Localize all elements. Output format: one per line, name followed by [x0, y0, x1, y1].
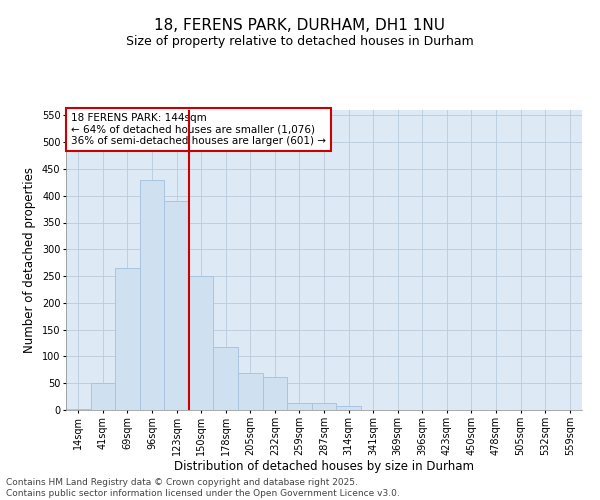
Text: 18 FERENS PARK: 144sqm
← 64% of detached houses are smaller (1,076)
36% of semi-: 18 FERENS PARK: 144sqm ← 64% of detached…	[71, 113, 326, 146]
Bar	[164, 201, 189, 410]
Bar	[66, 409, 91, 410]
Bar	[214, 347, 238, 410]
Bar	[263, 377, 287, 410]
Bar	[140, 180, 164, 410]
Bar	[312, 402, 336, 410]
Bar	[238, 372, 263, 410]
Bar	[336, 406, 361, 410]
Text: Size of property relative to detached houses in Durham: Size of property relative to detached ho…	[126, 35, 474, 48]
Text: Contains HM Land Registry data © Crown copyright and database right 2025.
Contai: Contains HM Land Registry data © Crown c…	[6, 478, 400, 498]
Bar	[287, 402, 312, 410]
Bar	[189, 276, 214, 410]
Y-axis label: Number of detached properties: Number of detached properties	[23, 167, 36, 353]
Bar	[91, 383, 115, 410]
Text: 18, FERENS PARK, DURHAM, DH1 1NU: 18, FERENS PARK, DURHAM, DH1 1NU	[155, 18, 445, 32]
Bar	[115, 268, 140, 410]
X-axis label: Distribution of detached houses by size in Durham: Distribution of detached houses by size …	[174, 460, 474, 473]
